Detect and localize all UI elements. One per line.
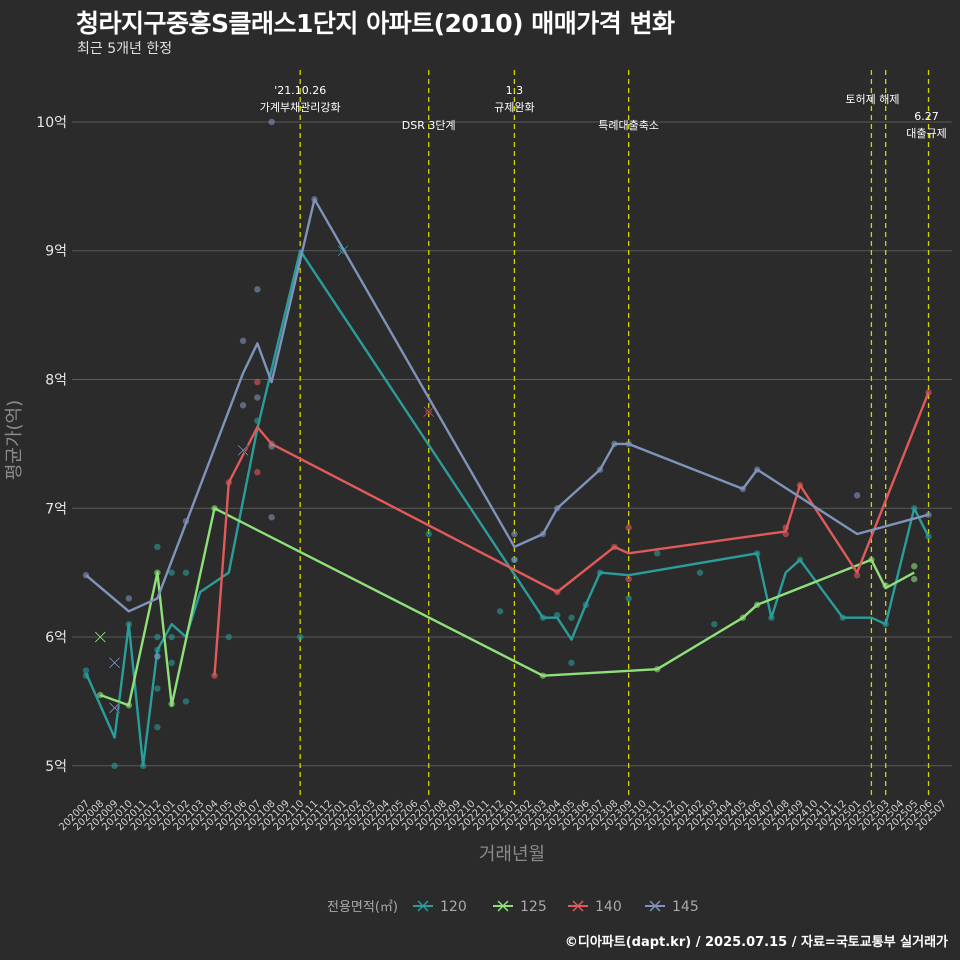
page-subtitle: 최근 5개년 한정: [77, 41, 173, 57]
data-point: [182, 698, 190, 705]
y-tick-label: 5억: [45, 759, 67, 775]
data-point: [154, 685, 161, 692]
data-point: [168, 569, 175, 576]
grid-layer: [72, 121, 952, 767]
series-145: [82, 118, 932, 714]
data-point: [625, 595, 632, 602]
data-point: [568, 659, 575, 666]
data-point: [254, 378, 261, 386]
legend-item-125: 125: [493, 899, 547, 915]
series-line: [99, 507, 915, 707]
cross-stroke: [94, 631, 106, 643]
page-title: 청라지구중흥S클래스1단지 아파트(2010) 매매가격 변화: [76, 9, 675, 38]
legend-item-120: 120: [413, 899, 467, 915]
y-tick-label: 8억: [45, 372, 67, 388]
legend: 전용면적(㎡) 120 125 140 145: [327, 899, 699, 915]
data-point: [154, 653, 161, 660]
legend-label: 140: [595, 899, 622, 915]
data-point: [654, 550, 661, 557]
event-label: 규제완화: [494, 101, 534, 114]
data-point: [111, 762, 118, 770]
legend-swatch-cross: [572, 900, 584, 912]
y-tick-label: 6억: [45, 630, 67, 646]
data-point: [511, 556, 518, 563]
event-label: '21.10.26: [274, 84, 326, 97]
data-point: [168, 633, 175, 641]
y-tick-label: 10억: [36, 115, 67, 131]
data-point: [853, 492, 861, 499]
event-label: 가계부채관리강화: [260, 101, 341, 114]
data-point: [168, 659, 175, 666]
data-point: [254, 394, 261, 401]
cross-marker: [108, 702, 121, 714]
cross-marker: [108, 657, 121, 669]
data-point: [268, 443, 275, 450]
legend-label: 125: [520, 899, 547, 915]
data-point: [625, 575, 632, 583]
series-140: [211, 378, 932, 679]
series-line: [213, 391, 930, 676]
data-point: [154, 543, 161, 551]
series-layer: [82, 118, 932, 770]
data-point: [496, 608, 504, 615]
event-label: 1.3: [506, 84, 524, 97]
y-axis-title: 평균가(억): [4, 400, 25, 480]
data-point: [853, 572, 861, 579]
legend-item-140: 140: [568, 899, 622, 915]
event-label: 특례대출축소: [598, 119, 659, 132]
data-point: [911, 563, 918, 570]
cross-marker: [237, 444, 249, 456]
cross-stroke: [109, 702, 120, 714]
data-point: [625, 524, 632, 531]
data-point: [154, 633, 161, 641]
x-axis-title: 거래년월: [479, 844, 545, 865]
data-point: [154, 723, 161, 731]
event-label: DSR 3단계: [402, 119, 456, 132]
data-point: [239, 337, 247, 345]
cross-marker: [423, 406, 435, 418]
cross-stroke: [423, 406, 435, 418]
data-point: [911, 575, 918, 583]
data-point: [268, 118, 275, 126]
data-point: [297, 633, 304, 641]
data-point: [254, 286, 261, 293]
cross-stroke: [109, 657, 120, 669]
y-tick-label: 9억: [45, 244, 67, 260]
data-point: [254, 469, 261, 476]
data-point: [82, 667, 90, 674]
legend-label: 120: [440, 899, 467, 915]
footer-credit: ©디아파트(dapt.kr) / 2025.07.15 / 자료=국토교통부 실…: [564, 935, 948, 950]
legend-swatch-cross: [417, 900, 429, 912]
data-point: [511, 530, 518, 538]
event-label: 토허제 해제: [845, 92, 899, 106]
y-tick-label: 7억: [45, 501, 67, 517]
legend-title: 전용면적(㎡): [327, 900, 398, 915]
data-point: [711, 620, 718, 628]
cross-marker: [94, 631, 106, 643]
series-120: [82, 245, 932, 770]
data-point: [239, 402, 247, 409]
legend-label: 145: [672, 899, 699, 915]
event-label: 대출규제: [906, 127, 946, 140]
data-point: [568, 614, 575, 621]
series-line: [85, 197, 929, 613]
axis-layer: 5억6억7억8억9억10억202007202008202009202010202…: [36, 115, 949, 833]
legend-swatch-cross: [497, 900, 509, 912]
data-point: [268, 514, 275, 521]
data-point: [125, 595, 133, 602]
legend-item-145: 145: [645, 899, 699, 915]
data-point: [182, 569, 190, 576]
data-point: [696, 569, 704, 576]
legend-swatch-cross: [649, 900, 661, 912]
data-point: [425, 530, 432, 538]
data-point: [225, 633, 232, 641]
event-label: 6.27: [914, 110, 939, 123]
series-line: [84, 249, 930, 767]
cross-stroke: [237, 444, 249, 456]
